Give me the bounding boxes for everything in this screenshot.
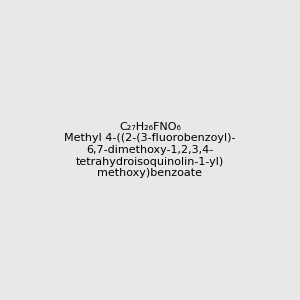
Text: C₂₇H₂₆FNO₆
Methyl 4-((2-(3-fluorobenzoyl)-
6,7-dimethoxy-1,2,3,4-
tetrahydroisoq: C₂₇H₂₆FNO₆ Methyl 4-((2-(3-fluorobenzoyl… <box>64 122 236 178</box>
